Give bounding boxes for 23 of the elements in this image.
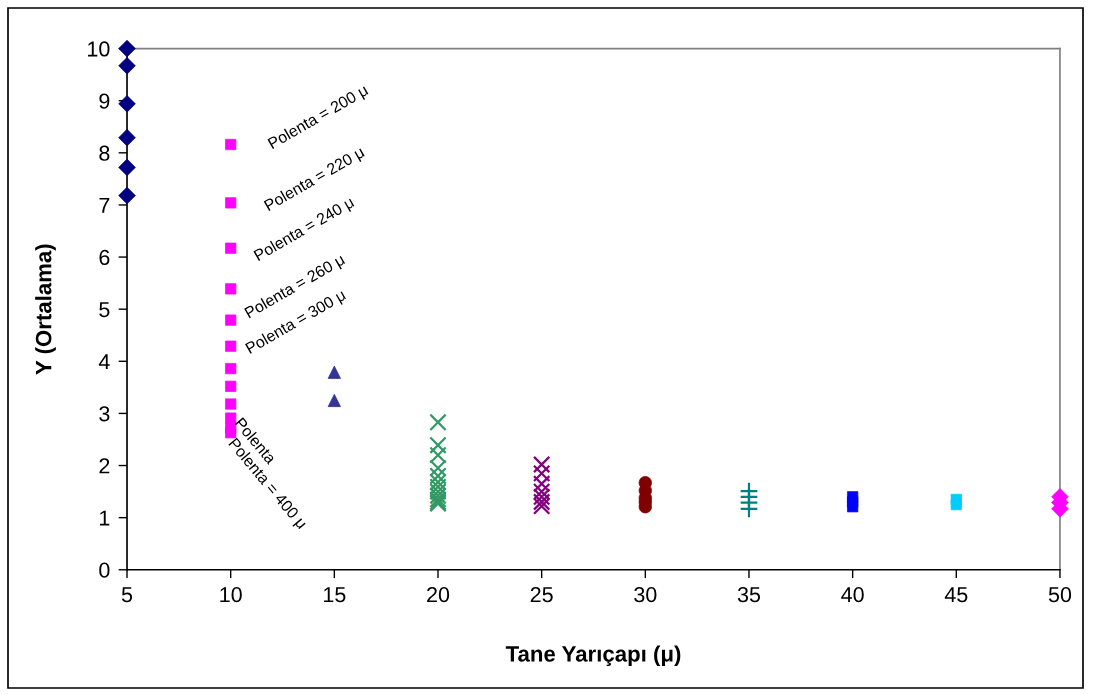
x-tick-label: 35 bbox=[737, 587, 761, 603]
y-tick-label: 5 bbox=[99, 302, 110, 318]
y-axis-title: Y (Ortalama) bbox=[35, 244, 56, 375]
x-axis-title: Tane Yarıçapı (μ) bbox=[505, 645, 681, 667]
x-tick-label: 25 bbox=[530, 587, 553, 603]
x-tick-label: 5 bbox=[121, 587, 133, 603]
x-tick-label: 45 bbox=[944, 587, 968, 603]
y-tick-label: 6 bbox=[99, 249, 110, 266]
y-tick-label: 8 bbox=[99, 145, 110, 161]
y-tick-label: 0 bbox=[99, 562, 110, 578]
x-tick-label: 15 bbox=[324, 587, 346, 603]
y-tick-label: 4 bbox=[98, 354, 110, 370]
y-tick-label: 1 bbox=[100, 510, 110, 526]
y-tick-label: 10 bbox=[88, 41, 110, 57]
x-tick-label: 50 bbox=[1048, 587, 1072, 603]
y-tick-label: 2 bbox=[99, 458, 110, 474]
x-tick-label: 30 bbox=[634, 587, 657, 603]
x-tick-label: 40 bbox=[841, 587, 864, 603]
y-tick-label: 3 bbox=[99, 406, 110, 422]
x-tick-label: 20 bbox=[427, 587, 450, 603]
y-tick-label: 9 bbox=[99, 93, 110, 109]
x-tick-label: 10 bbox=[220, 587, 242, 603]
y-tick-label: 7 bbox=[99, 197, 110, 213]
